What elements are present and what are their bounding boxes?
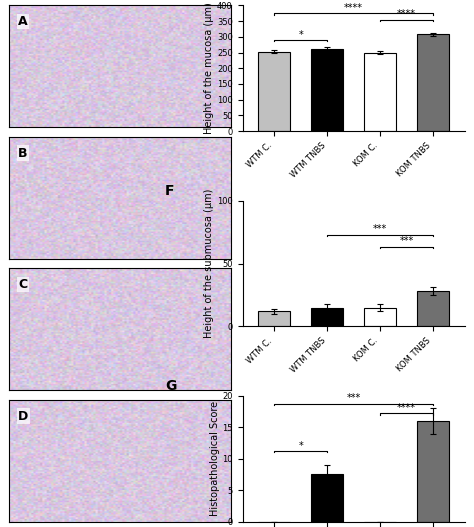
Bar <box>417 421 449 522</box>
Bar <box>364 308 396 327</box>
Text: ****: **** <box>344 3 363 13</box>
Text: *: * <box>298 30 303 40</box>
Y-axis label: Height of the mucosa (μm): Height of the mucosa (μm) <box>204 3 214 134</box>
Bar <box>311 48 343 131</box>
Text: *: * <box>298 441 303 451</box>
Text: E: E <box>165 0 174 3</box>
Bar <box>417 34 449 131</box>
Text: F: F <box>165 184 174 198</box>
Text: ***: *** <box>373 224 387 234</box>
Bar <box>364 53 396 131</box>
Bar <box>417 291 449 327</box>
Text: ***: *** <box>399 237 413 247</box>
Y-axis label: Height of the submucosa (μm): Height of the submucosa (μm) <box>204 189 214 338</box>
Bar <box>258 52 290 131</box>
Bar <box>258 311 290 327</box>
Y-axis label: Histopathological Score: Histopathological Score <box>210 401 219 516</box>
Text: A: A <box>18 15 28 28</box>
Text: ****: **** <box>397 9 416 19</box>
Text: G: G <box>165 379 176 393</box>
Text: D: D <box>18 409 28 423</box>
Text: ****: **** <box>397 403 416 413</box>
Text: B: B <box>18 147 28 160</box>
Text: ***: *** <box>346 393 361 403</box>
Bar <box>311 474 343 522</box>
Text: C: C <box>18 278 27 291</box>
Bar <box>311 308 343 327</box>
